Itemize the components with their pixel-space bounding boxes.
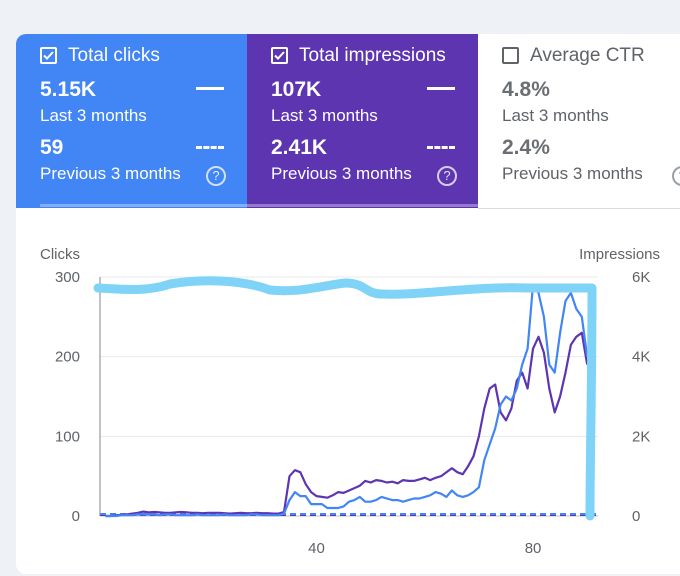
performance-card: Total clicks 5.15K Last 3 months 59 Prev…	[16, 34, 680, 574]
left-tick-label: 0	[72, 508, 80, 525]
left-axis-label: Clicks	[40, 246, 80, 263]
total-impressions-previous-label: Previous 3 months	[271, 164, 412, 183]
average-ctr-title: Average CTR	[530, 45, 645, 66]
total-clicks-current-label: Last 3 months	[40, 106, 147, 125]
metric-tiles: Total clicks 5.15K Last 3 months 59 Prev…	[16, 34, 680, 209]
current-period-line-icon	[196, 87, 224, 90]
total-impressions-checkbox[interactable]	[271, 47, 288, 64]
total-impressions-tile[interactable]: Total impressions 107K Last 3 months 2.4…	[247, 34, 478, 208]
current-period-line-icon	[427, 87, 455, 90]
total-clicks-tile[interactable]: Total clicks 5.15K Last 3 months 59 Prev…	[16, 34, 247, 208]
help-icon[interactable]: ?	[206, 166, 226, 186]
right-tick-label: 2K	[632, 428, 650, 445]
tile-divider	[40, 204, 478, 207]
average-ctr-previous-value: 2.4%	[502, 136, 550, 159]
total-clicks-previous-label: Previous 3 months	[40, 164, 181, 183]
previous-period-dashed-line-icon	[196, 146, 224, 149]
left-axis-ticks: 0 100 200 300	[55, 269, 80, 525]
total-clicks-title: Total clicks	[68, 45, 160, 66]
highlight-annotation	[93, 276, 597, 521]
x-axis-ticks: 40 80	[308, 540, 541, 557]
right-tick-label: 6K	[632, 269, 650, 286]
average-ctr-current-label: Last 3 months	[502, 106, 609, 125]
total-impressions-current-label: Last 3 months	[271, 106, 378, 125]
right-tick-label: 4K	[632, 349, 650, 366]
average-ctr-checkbox[interactable]	[502, 47, 519, 64]
total-clicks-current-value: 5.15K	[40, 78, 97, 101]
total-clicks-checkbox[interactable]	[40, 47, 57, 64]
total-clicks-previous-value: 59	[40, 136, 64, 159]
impressions-series-line	[105, 331, 589, 518]
previous-period-dashed-line-icon	[427, 146, 455, 149]
x-tick-label: 80	[525, 540, 542, 557]
right-axis-label: Impressions	[579, 246, 660, 263]
clicks-series-line	[105, 283, 589, 518]
left-tick-label: 100	[55, 428, 80, 445]
x-tick-label: 40	[308, 540, 325, 557]
total-impressions-previous-value: 2.41K	[271, 136, 328, 159]
total-impressions-current-value: 107K	[271, 78, 322, 101]
chart-series	[100, 283, 598, 518]
left-tick-label: 300	[55, 269, 80, 286]
average-ctr-current-value: 4.8%	[502, 78, 550, 101]
left-tick-label: 200	[55, 349, 80, 366]
right-axis-ticks: 0 2K 4K 6K	[632, 269, 650, 525]
average-ctr-tile[interactable]: Average CTR 4.8% Last 3 months 2.4% Prev…	[478, 34, 680, 209]
chart-gridlines	[99, 276, 598, 517]
total-impressions-title: Total impressions	[299, 45, 446, 66]
average-ctr-previous-label: Previous 3 months	[502, 164, 643, 183]
help-icon[interactable]: ?	[437, 166, 457, 186]
right-tick-label: 0	[632, 508, 640, 525]
